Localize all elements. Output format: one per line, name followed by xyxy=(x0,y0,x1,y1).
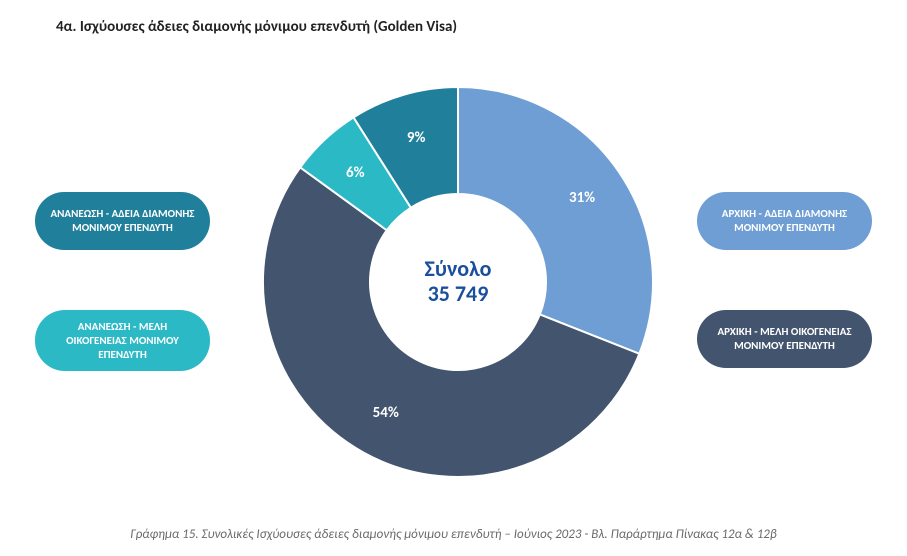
donut-chart: Σύνολο 35 749 31% 54% 6% 9% ΑΡΧΙΚΗ - ΑΔΕΙΑ … xyxy=(0,0,907,556)
legend-renewal_permit: ΑΝΑΝΕΩΣΗ - ΑΔΕΙΑ ΔΙΑΜΟΝΗΣ ΜΟΝΙΜΟΥ ΕΠΕΝΔΥ… xyxy=(35,192,210,250)
donut-slice-initial_permit xyxy=(458,87,653,354)
legend-initial_family: ΑΡΧΙΚΗ - ΜΕΛΗ ΟΙΚΟΓΕΝΕΙΑΣ ΜΟΝΙΜΟΥ ΕΠΕΝΔΥ… xyxy=(697,310,872,368)
donut-pct-initial_family: 54% xyxy=(361,404,411,422)
legend-renewal_family: ΑΝΑΝΕΩΣΗ - ΜΕΛΗ ΟΙΚΟΓΕΝΕΙΑΣ ΜΟΝΙΜΟΥ ΕΠΕΝ… xyxy=(35,310,210,371)
donut-pct-renewal_family: 6% xyxy=(330,164,380,182)
donut-center-line1: Σύνολο xyxy=(358,256,558,281)
donut-center-label: Σύνολο 35 749 xyxy=(358,256,558,307)
chart-caption: Γράφημα 15. Συνολικές Ισχύουσες άδειες δ… xyxy=(0,527,907,542)
legend-initial_permit: ΑΡΧΙΚΗ - ΑΔΕΙΑ ΔΙΑΜΟΝΗΣ ΜΟΝΙΜΟΥ ΕΠΕΝΔΥΤΗ xyxy=(697,192,872,250)
donut-center-line2: 35 749 xyxy=(358,281,558,306)
donut-pct-initial_permit: 31% xyxy=(557,189,607,207)
donut-pct-renewal_permit: 9% xyxy=(391,129,441,147)
